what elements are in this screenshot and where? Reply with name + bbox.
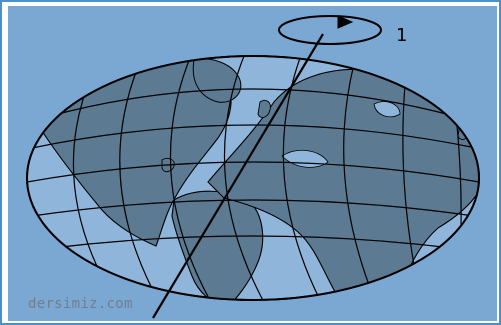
- continent-eurasia-africa: [207, 68, 479, 300]
- longitude-line: [402, 73, 419, 287]
- figure-panel: 1 dersimiz.com: [8, 6, 497, 321]
- longitude-line: [119, 61, 159, 300]
- latitude-line: [27, 161, 479, 183]
- continents: [37, 56, 479, 300]
- longitude-line: [343, 63, 375, 299]
- island-japan: [457, 121, 471, 140]
- longitude-line: [223, 56, 267, 300]
- rotation-arrow-icon: [337, 15, 354, 29]
- island-greenland: [192, 58, 242, 103]
- watermark-text: dersimiz.com: [28, 296, 133, 312]
- island-britain: [257, 99, 271, 118]
- earth-rotation-diagram: 1 dersimiz.com: [26, 15, 480, 319]
- continent-north-america: [37, 56, 232, 247]
- globe: [26, 55, 480, 301]
- longitude-line: [169, 57, 213, 300]
- latitude-line: [51, 235, 453, 249]
- rotation-axis: [152, 33, 324, 319]
- latitude-line: [31, 124, 477, 149]
- latitude-line: [31, 199, 475, 217]
- sea-detail-2: [373, 101, 401, 118]
- rotation-ellipse: [278, 15, 382, 45]
- globe-outline: [26, 55, 480, 301]
- latitude-line: [49, 88, 455, 117]
- rotation-label: 1: [396, 25, 407, 46]
